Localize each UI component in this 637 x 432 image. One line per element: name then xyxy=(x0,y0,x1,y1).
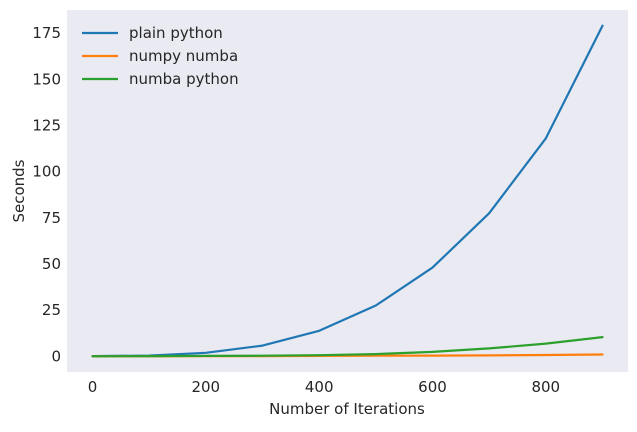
x-tick-label: 600 xyxy=(418,378,447,396)
series-line-plain-python xyxy=(91,24,604,358)
x-tick-label: 0 xyxy=(88,378,98,396)
legend-label-plain-python: plain python xyxy=(129,24,223,42)
y-tick-label: 100 xyxy=(32,163,61,181)
series-line-numba-python xyxy=(91,336,604,358)
legend-label-numpy-numba: numpy numba xyxy=(129,47,238,65)
x-axis-label: Number of Iterations xyxy=(269,400,425,418)
y-tick-label: 50 xyxy=(42,255,61,273)
x-tick-label: 800 xyxy=(531,378,560,396)
plot-area xyxy=(67,10,628,372)
y-tick-labels: 0 25 50 75 100 125 150 175 xyxy=(32,24,61,365)
x-tick-label: 200 xyxy=(191,378,220,396)
legend-label-numba-python: numba python xyxy=(129,70,239,88)
x-tick-labels: 0 200 400 600 800 xyxy=(88,378,560,396)
series-layer xyxy=(91,24,604,358)
y-tick-label: 125 xyxy=(32,116,61,134)
y-tick-label: 150 xyxy=(32,70,61,88)
x-tick-label: 400 xyxy=(305,378,334,396)
y-tick-label: 0 xyxy=(51,347,61,365)
y-tick-label: 25 xyxy=(42,301,61,319)
legend: plain python numpy numba numba python xyxy=(82,24,239,88)
y-tick-label: 175 xyxy=(32,24,61,42)
y-axis-label: Seconds xyxy=(10,159,28,222)
y-tick-label: 75 xyxy=(42,209,61,227)
